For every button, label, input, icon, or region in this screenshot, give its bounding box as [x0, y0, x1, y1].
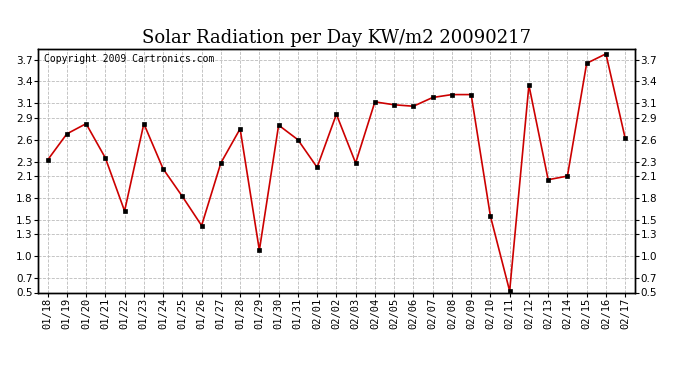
Text: Copyright 2009 Cartronics.com: Copyright 2009 Cartronics.com [44, 54, 215, 64]
Title: Solar Radiation per Day KW/m2 20090217: Solar Radiation per Day KW/m2 20090217 [142, 29, 531, 47]
